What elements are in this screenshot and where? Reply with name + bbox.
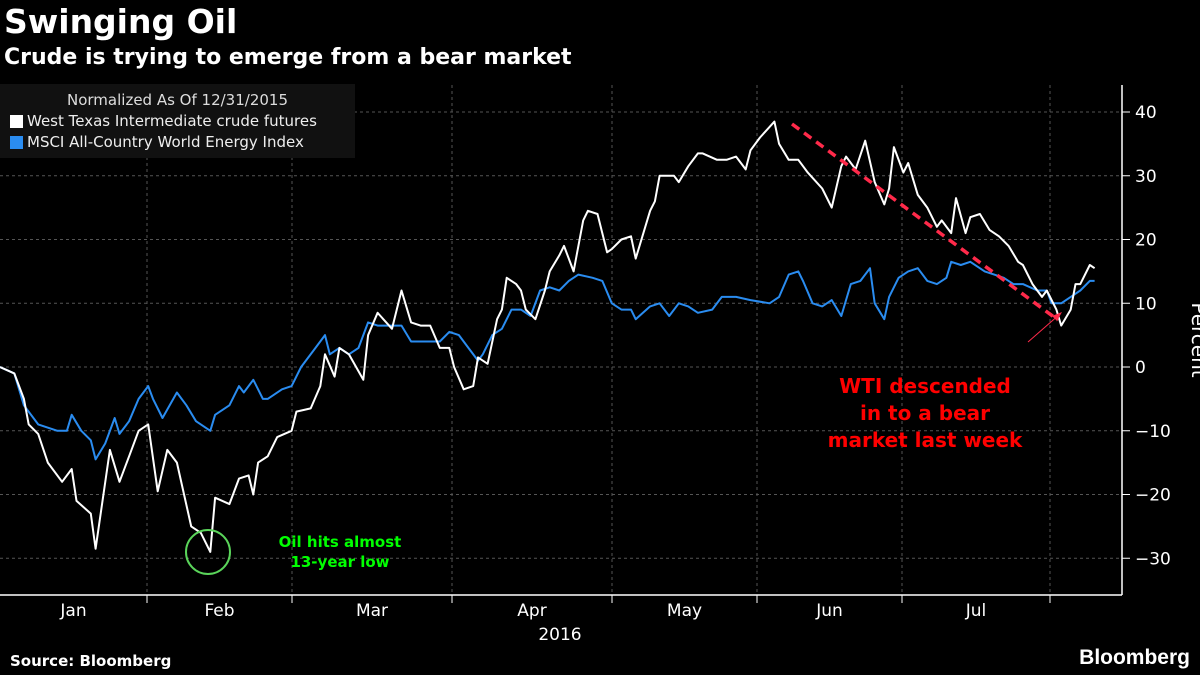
y-tick-label: 30 xyxy=(1135,167,1157,187)
y-tick-label: 20 xyxy=(1135,231,1157,251)
source-note: Source: Bloomberg xyxy=(10,652,172,670)
x-tick-label: Feb xyxy=(204,601,234,621)
bloomberg-logo: Bloomberg xyxy=(1079,646,1190,669)
legend-item-msci: MSCI All-Country World Energy Index xyxy=(0,132,355,153)
x-ticks: Jan Feb Mar Apr May Jun Jul xyxy=(59,595,1051,621)
legend-label: MSCI All-Country World Energy Index xyxy=(27,133,304,151)
x-tick-label: Jun xyxy=(815,601,843,621)
annotation-green-line2: 13-year low xyxy=(290,553,389,571)
y-tick-label: −30 xyxy=(1135,549,1171,569)
legend-swatch-white xyxy=(10,115,23,128)
msci-energy-line xyxy=(0,260,1095,461)
y-ticks: 40 30 20 10 0 −10 −20 −30 xyxy=(1122,103,1171,569)
x-tick-label: Jul xyxy=(965,601,987,621)
y-tick-label: 0 xyxy=(1135,358,1146,378)
series-lines xyxy=(0,120,1096,553)
y-tick-label: −20 xyxy=(1135,486,1171,506)
x-tick-label: Jan xyxy=(59,601,86,621)
bear-trend-dashed-line xyxy=(790,122,1060,322)
x-axis-label: 2016 xyxy=(538,625,581,645)
legend-swatch-blue xyxy=(10,136,23,149)
y-tick-label: 10 xyxy=(1135,294,1157,314)
x-tick-label: Apr xyxy=(517,601,546,621)
x-tick-label: May xyxy=(667,601,702,621)
chart-subtitle: Crude is trying to emerge from a bear ma… xyxy=(4,45,572,70)
legend-title: Normalized As Of 12/31/2015 xyxy=(67,91,288,109)
legend-item-wti: West Texas Intermediate crude futures xyxy=(0,111,355,132)
y-tick-label: 40 xyxy=(1135,103,1157,123)
annotation-red-line1: WTI descended xyxy=(839,374,1011,398)
annotation-red-line3: market last week xyxy=(828,428,1023,452)
annotation-red-line2: in to a bear xyxy=(860,401,990,425)
low-point-circle xyxy=(185,529,231,575)
annotation-arrow xyxy=(1027,313,1061,343)
wti-line xyxy=(0,120,1096,553)
gridlines xyxy=(0,85,1122,595)
annotation-green-line1: Oil hits almost xyxy=(279,533,402,551)
legend-label: West Texas Intermediate crude futures xyxy=(27,112,317,130)
y-tick-label: −10 xyxy=(1135,422,1171,442)
x-tick-label: Mar xyxy=(356,601,388,621)
legend: Normalized As Of 12/31/2015 West Texas I… xyxy=(0,84,355,158)
y-axis-label: Percent xyxy=(1187,302,1200,377)
arrow-head-icon xyxy=(1052,312,1062,321)
chart-title: Swinging Oil xyxy=(4,2,238,41)
